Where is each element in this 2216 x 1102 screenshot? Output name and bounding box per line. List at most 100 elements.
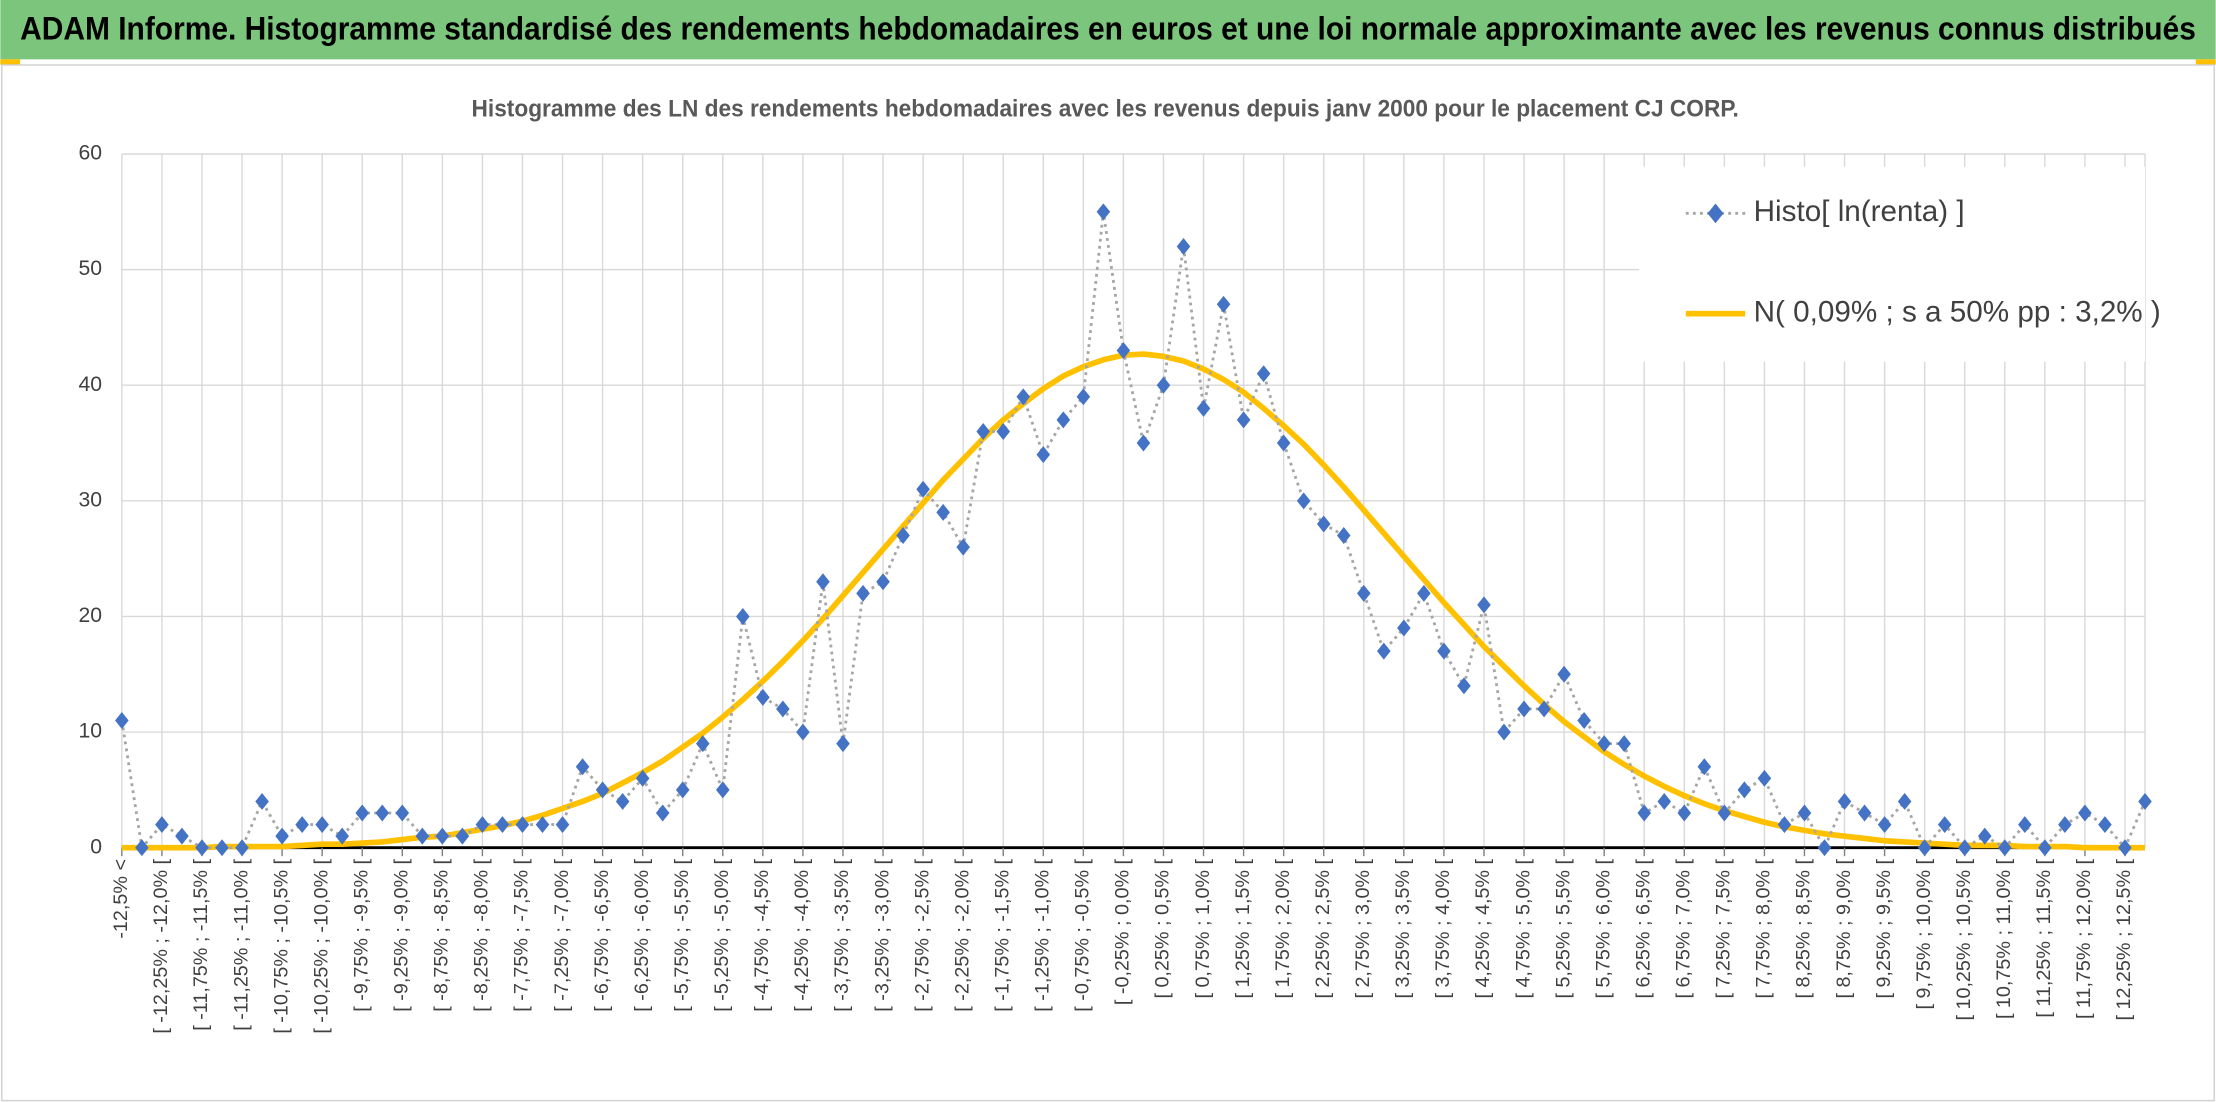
marker — [195, 839, 209, 857]
x-tick-label: [ -3,25% ; -3,0% [ — [871, 858, 893, 1011]
marker — [1397, 619, 1411, 637]
marker — [1176, 238, 1191, 255]
x-tick-label: [ -10,25% ; -10,0% [ — [310, 858, 332, 1033]
marker — [1156, 376, 1171, 394]
marker — [1296, 492, 1311, 510]
marker — [495, 816, 510, 834]
y-tick-label: 40 — [78, 373, 102, 396]
marker — [675, 781, 690, 799]
x-tick-label: [ -3,75% ; -3,5% [ — [831, 858, 853, 1011]
marker — [1717, 804, 1732, 822]
marker — [155, 816, 169, 834]
marker — [1937, 816, 1952, 834]
x-tick-label: [ 5,25% ; 5,5% [ — [1552, 858, 1574, 998]
marker — [1677, 804, 1692, 822]
marker — [1737, 781, 1752, 799]
marker — [1056, 411, 1071, 429]
marker — [535, 816, 550, 834]
marker — [215, 839, 229, 857]
marker — [2118, 839, 2132, 857]
marker — [1216, 295, 1231, 313]
marker — [1657, 792, 1672, 810]
marker — [2078, 804, 2092, 822]
marker — [2058, 816, 2072, 834]
x-tick-label: [ 12,25% ; 12,5% [ — [2113, 858, 2135, 1020]
y-tick-label: 30 — [78, 488, 102, 511]
legend-label: Histo[ ln(renta) ] — [1754, 195, 1965, 228]
x-tick-label: [ -5,75% ; -5,5% [ — [671, 858, 693, 1011]
marker — [756, 688, 770, 706]
marker — [315, 816, 329, 834]
marker — [1557, 665, 1571, 683]
marker — [615, 792, 630, 810]
marker — [275, 827, 289, 845]
marker — [695, 735, 710, 753]
x-tick-label: [ -1,25% ; -1,0% [ — [1032, 858, 1054, 1011]
x-tick-label: [ -4,25% ; -4,0% [ — [791, 858, 813, 1011]
x-tick-label: [ 11,25% ; 11,5% [ — [2033, 858, 2055, 1017]
x-tick-label: [ 1,75% ; 2,0% [ — [1272, 858, 1294, 998]
x-tick-label: [ -11,75% ; -11,5% [ — [190, 859, 212, 1031]
x-tick-label: [ -12,25% ; -12,0% [ — [150, 858, 172, 1033]
y-tick-label: 60 — [78, 142, 102, 165]
x-tick-label: [ 8,75% ; 9,0% [ — [1833, 858, 1855, 998]
chart-title: Histogramme des LN des rendements hebdom… — [472, 96, 1739, 123]
x-tick-label: [ 6,25% ; 6,5% [ — [1632, 858, 1654, 998]
marker — [1957, 839, 1972, 857]
x-tick-label: [ -4,75% ; -4,5% [ — [751, 858, 773, 1011]
x-tick-label: [ -6,25% ; -6,0% [ — [631, 858, 653, 1011]
marker — [1597, 735, 1611, 753]
marker — [455, 827, 470, 845]
x-tick-label: [ -0,25% ; 0,0% [ — [1112, 858, 1134, 1005]
marker — [1096, 203, 1111, 221]
legend-box — [1639, 166, 2146, 362]
x-tick-label: [ 9,25% ; 9,5% [ — [1873, 858, 1895, 998]
x-tick-label: [ -5,25% ; -5,0% [ — [711, 858, 733, 1011]
x-tick-label: [ -11,25% ; -11,0% [ — [230, 859, 252, 1031]
marker — [1336, 527, 1351, 545]
marker — [1857, 804, 1872, 822]
marker — [135, 839, 149, 857]
marker — [976, 422, 990, 440]
marker — [836, 735, 850, 753]
marker — [115, 712, 129, 729]
marker — [1998, 839, 2012, 857]
x-tick-label: [ 5,75% ; 6,0% [ — [1592, 858, 1614, 998]
marker — [1316, 515, 1331, 533]
marker — [175, 827, 189, 845]
y-tick-label: 20 — [78, 604, 102, 627]
marker — [1196, 399, 1211, 417]
x-tick-label: [ -7,75% ; -7,5% [ — [511, 858, 533, 1011]
x-tick-label: [ 9,75% ; 10,0% [ — [1913, 858, 1935, 1009]
x-tick-label: [ -9,25% ; -9,0% [ — [391, 858, 413, 1011]
marker — [1136, 434, 1151, 452]
header-bar — [0, 0, 2216, 60]
x-tick-label: [ 1,25% ; 1,5% [ — [1232, 858, 1254, 998]
marker — [415, 827, 430, 845]
marker — [1417, 584, 1431, 602]
x-tick-label: [ 7,75% ; 8,0% [ — [1753, 858, 1775, 998]
y-tick-label: 0 — [90, 835, 102, 858]
x-tick-label: [ 0,25% ; 0,5% [ — [1152, 858, 1174, 998]
x-tick-label: [ 6,75% ; 7,0% [ — [1673, 858, 1695, 998]
x-tick-label: [ 2,25% ; 2,5% [ — [1312, 858, 1334, 998]
marker — [1637, 804, 1652, 822]
x-tick-label: [ 11,75% ; 12,0% [ — [2073, 858, 2095, 1019]
page-header: ADAM Informe. Histogramme standardisé de… — [20, 11, 2196, 47]
marker — [395, 804, 410, 822]
marker — [2098, 816, 2112, 834]
marker — [635, 769, 650, 787]
legend-label: N( 0,09% ; s a 50% pp : 3,2% ) — [1754, 295, 2161, 328]
x-tick-label: [ 10,75% ; 11,0% [ — [1993, 858, 2015, 1019]
x-tick-label: [ -9,75% ; -9,5% [ — [350, 858, 372, 1011]
x-tick-label: [ -7,25% ; -7,0% [ — [551, 858, 573, 1011]
marker — [295, 816, 309, 834]
marker — [1537, 700, 1551, 718]
marker — [515, 816, 530, 834]
x-tick-label: [ -1,75% ; -1,5% [ — [991, 858, 1013, 1011]
marker — [716, 781, 730, 799]
marker — [1457, 677, 1471, 695]
x-tick-label: -12,5% < — [110, 859, 132, 939]
marker — [595, 781, 610, 799]
marker — [375, 804, 390, 822]
